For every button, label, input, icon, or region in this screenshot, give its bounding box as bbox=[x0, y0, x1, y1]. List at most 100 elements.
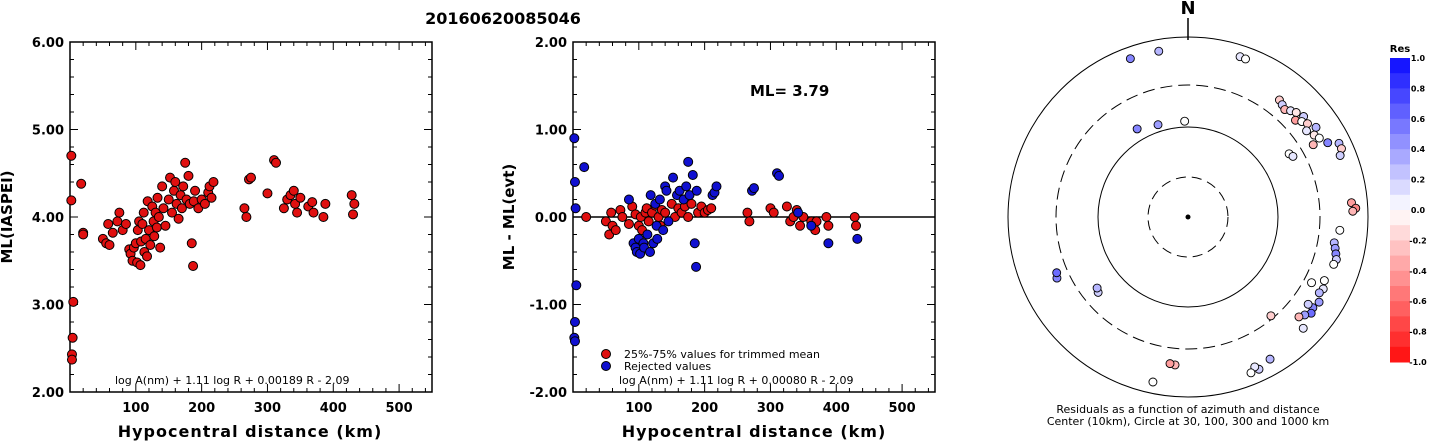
colorbar-tick-label: -0.4 bbox=[1409, 267, 1427, 276]
colorbar-cell bbox=[1390, 103, 1410, 120]
colorbar-tick-label: -0.8 bbox=[1409, 328, 1427, 337]
c1-xtick-label: 400 bbox=[320, 401, 347, 416]
polar-point bbox=[1314, 297, 1324, 307]
c1-point bbox=[142, 251, 153, 262]
c2-ytick-label: 1.00 bbox=[535, 124, 567, 139]
c2-point bbox=[654, 194, 665, 205]
c2-point bbox=[645, 190, 656, 201]
c2-point bbox=[744, 216, 755, 227]
c2-point bbox=[768, 207, 779, 218]
c1-point bbox=[241, 212, 252, 222]
c1-point bbox=[288, 185, 299, 196]
c2-point bbox=[684, 190, 695, 201]
c1-point bbox=[145, 240, 156, 250]
c2-point bbox=[569, 177, 580, 187]
colorbar-cells bbox=[1390, 58, 1410, 363]
c1-point bbox=[180, 157, 191, 168]
c2-point bbox=[581, 212, 592, 222]
colorbar-tick-label: -1.0 bbox=[1409, 358, 1427, 367]
c2-point bbox=[683, 212, 694, 222]
c1-point bbox=[66, 354, 77, 365]
c1-point bbox=[160, 220, 171, 231]
c2-point bbox=[658, 225, 669, 236]
polar-point bbox=[1307, 278, 1316, 288]
formula-1: log A(nm) + 1.11 log R + 0.00189 R - 2.0… bbox=[115, 374, 349, 387]
points-2 bbox=[569, 133, 863, 347]
c1-point bbox=[346, 190, 357, 201]
c1-ytick-label: 6.00 bbox=[32, 36, 64, 51]
c1-point bbox=[66, 150, 77, 161]
colorbar-cell bbox=[1390, 316, 1410, 333]
c2-xtick-label: 400 bbox=[823, 401, 850, 416]
c2-point bbox=[570, 203, 581, 214]
c2-point bbox=[569, 317, 580, 327]
ring-1000km bbox=[1007, 36, 1369, 398]
c1-ytick-label: 4.00 bbox=[32, 211, 64, 226]
c2-point bbox=[851, 220, 862, 231]
polar-point bbox=[1335, 225, 1345, 235]
colorbar-tick-label: 1.0 bbox=[1411, 54, 1426, 63]
c1-point bbox=[120, 219, 131, 229]
polar-point bbox=[1323, 138, 1333, 148]
c2-xtick-label: 500 bbox=[889, 401, 916, 416]
c2-point bbox=[569, 133, 580, 144]
chart-ml-iaspei: 2.00 3.00 4.00 5.00 6.00 100 200 300 400 500 ML(I… bbox=[0, 36, 433, 441]
c2-xtick-label: 100 bbox=[625, 401, 652, 416]
c1-point bbox=[78, 229, 89, 240]
c2-point bbox=[683, 156, 694, 167]
polar-point bbox=[1165, 359, 1175, 369]
formula-2: log A(nm) + 1.11 log R + 0.00080 R - 2.0… bbox=[619, 374, 853, 387]
polar-point bbox=[1294, 312, 1304, 322]
polar-point bbox=[1092, 283, 1102, 293]
c1-point bbox=[163, 194, 174, 205]
colorbar-cell bbox=[1390, 134, 1410, 150]
c1-point bbox=[68, 296, 79, 307]
colorbar-cell bbox=[1390, 225, 1410, 241]
colorbar-cell bbox=[1390, 346, 1410, 363]
colorbar-cell bbox=[1390, 194, 1410, 211]
c1-point bbox=[186, 238, 197, 249]
legend-marker-trimmed bbox=[601, 349, 611, 359]
polar-point bbox=[1319, 276, 1329, 286]
polar-point bbox=[1180, 116, 1190, 126]
xlabel-1: Hypocentral distance (km) bbox=[118, 422, 383, 441]
c2-point bbox=[681, 181, 692, 192]
c2-ytick-label: -2.00 bbox=[530, 386, 567, 401]
c1-point bbox=[152, 192, 163, 203]
c1-point bbox=[66, 195, 77, 206]
legend-label-trimmed: 25%-75% values for trimmed mean bbox=[624, 348, 820, 361]
c2-xtick-label: 300 bbox=[757, 401, 784, 416]
polar-caption-1: Residuals as a function of azimuth and d… bbox=[1056, 403, 1319, 416]
colorbar-cell bbox=[1390, 88, 1410, 105]
c2-point bbox=[711, 181, 722, 192]
c2-point bbox=[606, 207, 617, 218]
colorbar-tick-label: 0.8 bbox=[1411, 84, 1426, 93]
c1-ytick-label: 5.00 bbox=[32, 124, 64, 139]
colorbar-cell bbox=[1390, 240, 1410, 257]
polar-point bbox=[1335, 151, 1345, 160]
polar-point bbox=[1132, 124, 1142, 134]
c2-point bbox=[623, 219, 634, 229]
legend-label-rejected: Rejected values bbox=[624, 360, 711, 373]
c1-point bbox=[318, 212, 329, 222]
c1-xtick-label: 500 bbox=[386, 401, 413, 416]
polar-points bbox=[1052, 46, 1361, 387]
c1-point bbox=[188, 261, 199, 271]
colorbar-cell bbox=[1390, 270, 1410, 287]
c1-point bbox=[155, 242, 166, 253]
c2-point bbox=[663, 216, 674, 227]
c2-point bbox=[687, 170, 698, 180]
c2-point bbox=[571, 280, 582, 291]
polar-point bbox=[1303, 299, 1313, 309]
c1-point bbox=[170, 177, 181, 187]
polar-point bbox=[1241, 54, 1250, 64]
c2-point bbox=[645, 247, 656, 257]
c1-point bbox=[158, 203, 169, 214]
axis-ticks-2: -2.00 -1.00 0.00 1.00 2.00 100 200 300 400 500 bbox=[530, 36, 935, 416]
c1-point bbox=[183, 170, 194, 181]
c1-point bbox=[176, 203, 187, 214]
c2-point bbox=[821, 212, 832, 222]
legend-marker-rejected bbox=[601, 361, 611, 371]
c2-point bbox=[569, 336, 580, 347]
